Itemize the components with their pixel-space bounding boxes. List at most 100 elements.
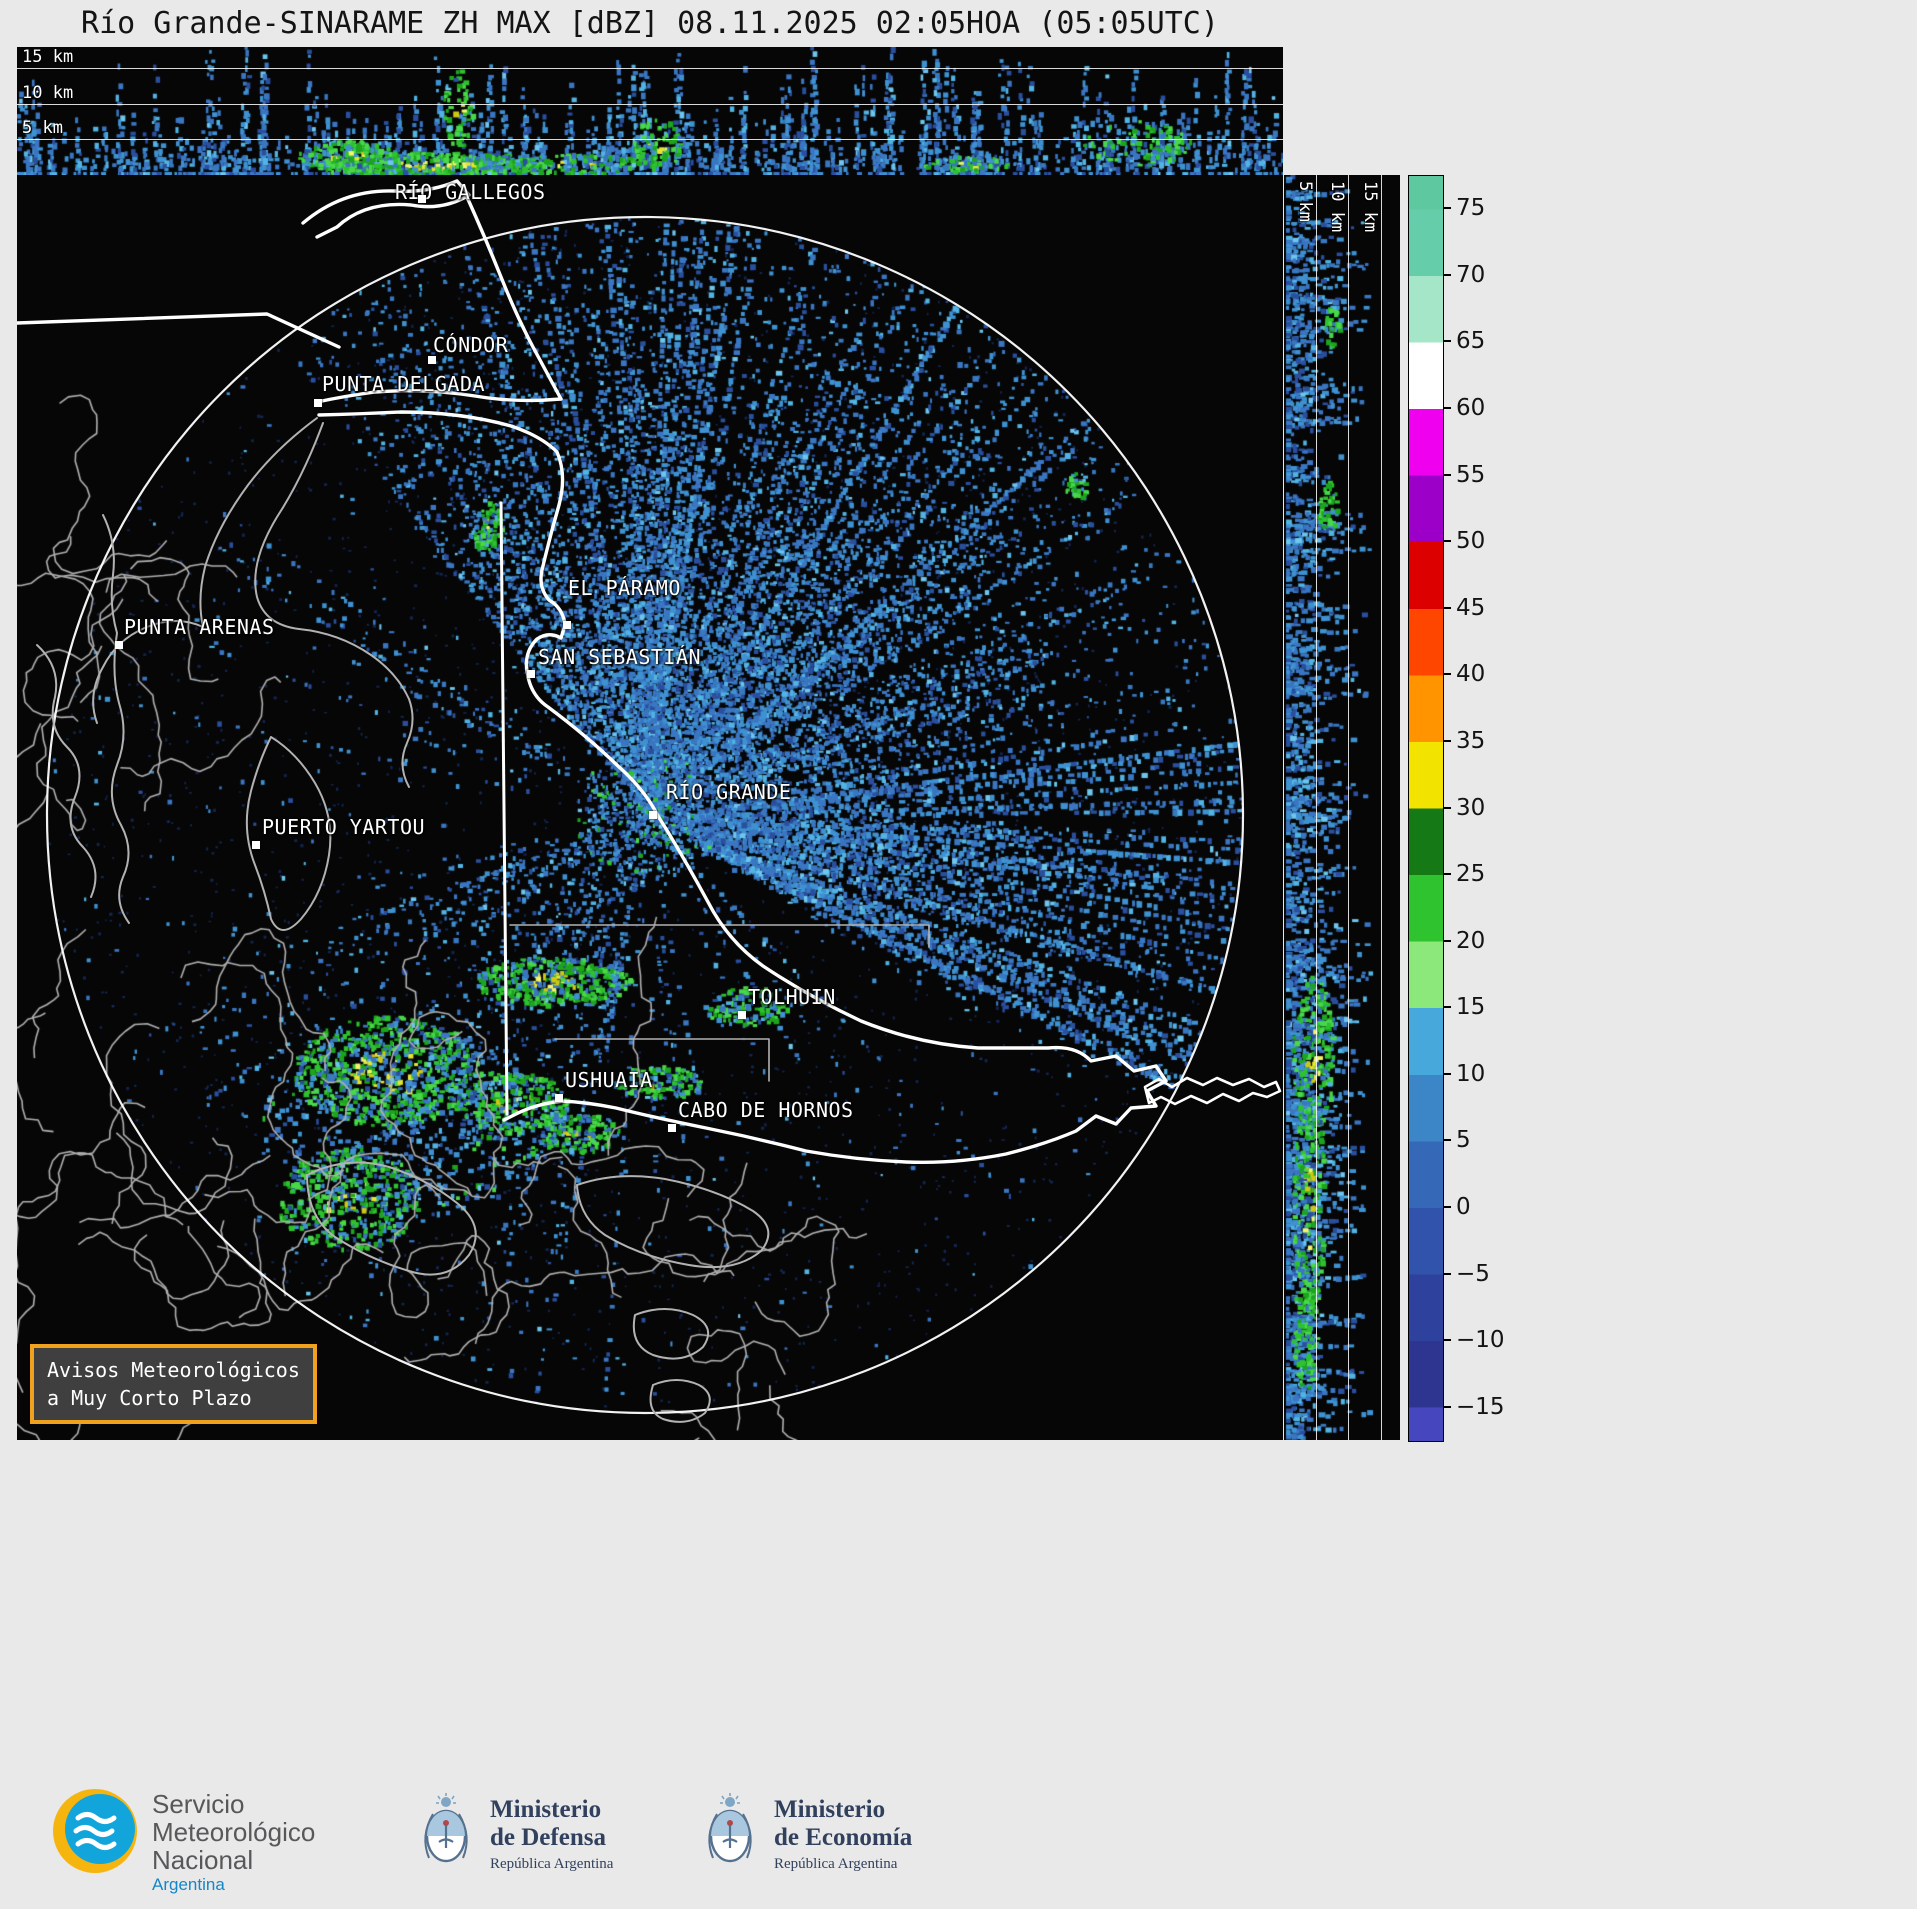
smn-logo-icon [53, 1789, 137, 1873]
city-label: TOLHUIN [748, 985, 836, 1009]
city-label: SAN SEBASTIÁN [538, 645, 702, 669]
colorbar-tick-label: 15 [1456, 994, 1486, 1021]
colorbar-tick-label: 45 [1456, 594, 1486, 621]
height-gridline [1381, 175, 1382, 1440]
coat-of-arms-icon [424, 1793, 468, 1863]
city-label: CABO DE HORNOS [678, 1098, 854, 1122]
city-label: PUNTA DELGADA [322, 372, 486, 396]
colorbar-tick-mark [1443, 1405, 1451, 1408]
city-marker [555, 1094, 563, 1102]
city-marker [563, 621, 571, 629]
city-label: CÓNDOR [433, 333, 509, 357]
city-layer: RÍO GALLEGOS CÓNDOR PUNTA DELGADA EL PÁRAMO… [17, 175, 1283, 1440]
ministry-economia-logo: Ministerio de Economía República Argenti… [702, 1792, 912, 1876]
height-label: 5 km [22, 118, 63, 138]
notice-box[interactable]: Avisos Meteorológicos a Muy Corto Plazo [30, 1344, 317, 1424]
colorbar-tick-mark [1443, 407, 1451, 410]
colorbar-tick-label: 55 [1456, 461, 1486, 488]
height-label: 5 km [1295, 181, 1315, 222]
colorbar-tick-mark [1443, 1006, 1451, 1009]
colorbar-tick-label: 60 [1456, 395, 1486, 422]
colorbar-tick-mark [1443, 1339, 1451, 1342]
ministry-name: de Defensa [490, 1824, 606, 1851]
colorbar-tick-label: −10 [1456, 1327, 1505, 1354]
city-marker [252, 841, 260, 849]
ministry-economia-text: Ministerio de Economía República Argenti… [774, 1792, 912, 1876]
colorbar-tick-label: −5 [1456, 1260, 1490, 1287]
smn-logo: Servicio Meteorológico Nacional Argentin… [52, 1788, 315, 1896]
colorbar-tick-mark [1443, 273, 1451, 276]
height-gridline [17, 104, 1283, 105]
right-profile-panel: 5 km 10 km 15 km [1284, 175, 1400, 1440]
height-label: 10 km [1327, 181, 1347, 233]
footer: Servicio Meteorológico Nacional Argentin… [0, 1770, 1917, 1909]
city-marker [738, 1011, 746, 1019]
colorbar-tick-label: 65 [1456, 328, 1486, 355]
range-ring [45, 215, 1245, 1415]
smn-name-line: Meteorológico [152, 1817, 316, 1847]
coastline-gray [36, 417, 930, 1423]
height-gridline [17, 68, 1283, 69]
notice-line-1: Avisos Meteorológicos [47, 1358, 300, 1382]
smn-name-line: Servicio [152, 1789, 245, 1819]
city-label: USHUAIA [565, 1068, 653, 1092]
notice-line-2: a Muy Corto Plazo [47, 1386, 252, 1410]
colorbar-tick-mark [1443, 939, 1451, 942]
colorbar-tick-mark [1443, 1205, 1451, 1208]
top-profile-panel: 15 km 10 km 5 km [17, 47, 1283, 175]
colorbar-tick-mark [1443, 673, 1451, 676]
colorbar-tick-label: 30 [1456, 794, 1486, 821]
top-echo-canvas [17, 47, 1283, 175]
colorbar-tick-label: 75 [1456, 195, 1486, 222]
city-marker [668, 1124, 676, 1132]
colorbar-tick-label: 70 [1456, 261, 1486, 288]
smn-name-line: Nacional [152, 1845, 254, 1875]
colorbar-tick-label: −15 [1456, 1393, 1505, 1420]
colorbar-tick-label: 10 [1456, 1060, 1486, 1087]
city-marker [418, 195, 426, 203]
colorbar-tick-mark [1443, 806, 1451, 809]
colorbar-tick-mark [1443, 739, 1451, 742]
colorbar-tick-mark [1443, 473, 1451, 476]
ministry-name: de Economía [774, 1824, 913, 1851]
border-line [499, 501, 509, 1116]
ministry-name: Ministerio [774, 1796, 886, 1823]
height-label: 15 km [22, 47, 74, 67]
colorbar-tick-label: 0 [1456, 1193, 1471, 1220]
coat-of-arms-icon [708, 1793, 752, 1863]
ministry-name: Ministerio [490, 1796, 602, 1823]
city-marker [649, 811, 657, 819]
smn-name: Servicio Meteorológico Nacional Argentin… [152, 1788, 315, 1896]
height-gridline [1348, 175, 1349, 1440]
colorbar-tick-label: 5 [1456, 1127, 1471, 1154]
ministry-defensa-text: Ministerio de Defensa República Argentin… [490, 1792, 613, 1876]
colorbar-tick-label: 25 [1456, 861, 1486, 888]
ministry-sub: República Argentina [774, 1856, 898, 1872]
colorbar-tick-label: 20 [1456, 927, 1486, 954]
colorbar-tick-label: 35 [1456, 727, 1486, 754]
map-overlay-svg [17, 179, 1282, 1423]
ministry-defensa-logo: Ministerio de Defensa República Argentin… [418, 1792, 613, 1876]
city-marker [527, 670, 535, 678]
colorbar-tick-mark [1443, 340, 1451, 343]
city-marker [428, 356, 436, 364]
ministry-sub: República Argentina [490, 1856, 614, 1872]
colorbar-tick-mark [1443, 540, 1451, 543]
page-title: Río Grande-SINARAME ZH MAX [dBZ] 08.11.2… [81, 6, 1219, 41]
smn-country: Argentina [152, 1875, 225, 1894]
city-label: RÍO GRANDE [666, 780, 792, 804]
colorbar-tick-mark [1443, 873, 1451, 876]
city-marker [314, 399, 322, 407]
height-label: 10 km [22, 83, 74, 103]
colorbar-tick-mark [1443, 207, 1451, 210]
radar-map-panel: RÍO GALLEGOS CÓNDOR PUNTA DELGADA EL PÁRAMO… [17, 175, 1283, 1440]
colorbar-tick-label: 40 [1456, 661, 1486, 688]
city-label: PUNTA ARENAS [124, 615, 275, 639]
colorbar-tick-mark [1443, 1072, 1451, 1075]
colorbar-tick-label: 50 [1456, 528, 1486, 555]
height-label: 15 km [1360, 181, 1380, 233]
right-echo-canvas [1284, 175, 1400, 1440]
height-gridline [1316, 175, 1317, 1440]
height-gridline [17, 139, 1283, 140]
